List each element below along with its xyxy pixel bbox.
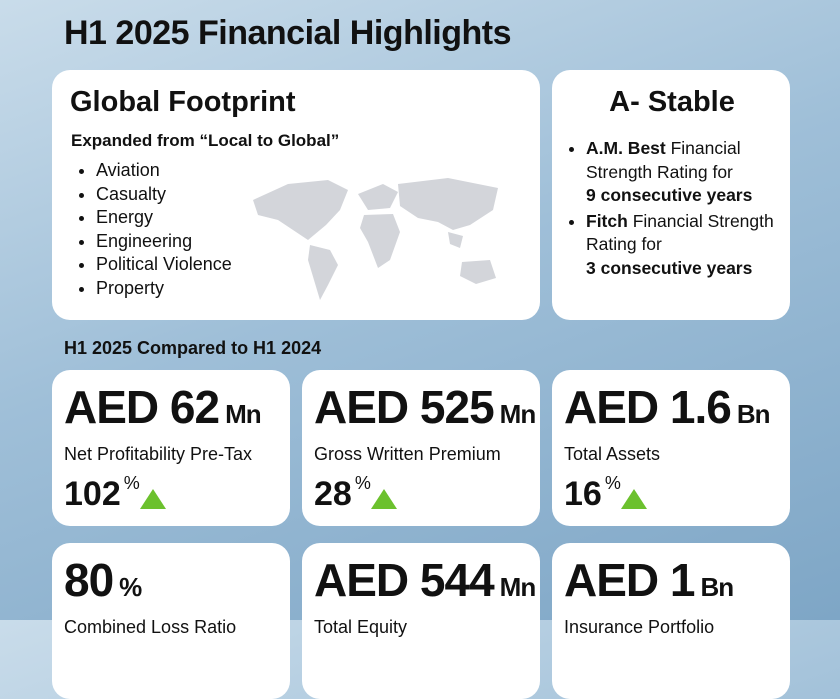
metric-value-row: AED 1.6 Bn [564, 380, 778, 434]
years: 9 consecutive years [586, 185, 753, 205]
metric-unit: Bn [736, 399, 771, 429]
metric-value-row: 80% [64, 553, 278, 607]
change-value: 102 [64, 475, 121, 513]
arrow-shape [620, 489, 647, 509]
metric-value: 80 [64, 554, 114, 606]
rating-card: A- Stable A.M. Best Financial Strength R… [552, 70, 790, 320]
metric-change: 28% [314, 473, 528, 514]
metric-change: 102% [64, 473, 278, 514]
metric-card: AED 1 Bn Insurance Portfolio [552, 543, 790, 699]
metric-unit: Mn [499, 399, 537, 429]
metric-label: Net Profitability Pre-Tax [64, 444, 253, 464]
card-title: Global Footprint [70, 86, 296, 118]
metric-change: 16% [564, 473, 778, 514]
metric-unit: Mn [499, 572, 537, 602]
metric-value-row: AED 544 Mn [314, 553, 536, 607]
metric-label: Total Assets [564, 444, 661, 464]
change-unit: % [354, 473, 371, 493]
metric-value-row: AED 525 Mn [314, 380, 536, 434]
up-arrow [139, 489, 166, 509]
page: H1 2025 Financial Highlights Global Foot… [0, 0, 840, 620]
metric-value-row: AED 1 Bn [564, 553, 778, 607]
rating-text: Financial Strength Rating for [586, 210, 774, 255]
page-title: H1 2025 Financial Highlights [64, 14, 512, 52]
metric-label: Gross Written Premium [314, 444, 501, 464]
change-unit: % [604, 473, 621, 493]
metric-card: AED 544 Mn Total Equity [302, 543, 540, 699]
footprint-card: Global Footprint Expanded from “Local to… [52, 70, 540, 320]
metric-value: AED 525 [314, 381, 495, 433]
metric-value: AED 544 [314, 554, 495, 606]
line-item: Engineering [96, 230, 522, 254]
metric-unit: Bn [700, 572, 734, 602]
change-value: 16 [564, 475, 602, 513]
line-item: Energy [96, 206, 522, 230]
line-item: Political Violence [96, 253, 522, 277]
change-value: 28 [314, 475, 352, 513]
metric-card: 80% Combined Loss Ratio [52, 543, 290, 699]
card-subtitle: Expanded from “Local to Global” [71, 131, 340, 150]
line-item: Aviation [96, 159, 522, 183]
up-arrow [370, 489, 397, 509]
change-unit: % [123, 473, 140, 493]
line-item: Property [96, 277, 522, 301]
rating-text: Financial Strength Rating for [586, 138, 741, 182]
agency: A.M. Best [586, 138, 666, 158]
metric-value: AED 1.6 [564, 381, 732, 433]
agency: Fitch [586, 210, 628, 231]
metric-card: AED 1.6 Bn Total Assets 16% [552, 370, 790, 526]
metric-value: AED 62 [64, 381, 220, 433]
up-arrow [620, 489, 647, 509]
line-item: Casualty [96, 183, 522, 207]
metric-unit: Mn [225, 399, 262, 429]
metric-value: AED 1 [564, 554, 695, 606]
metric-label: Combined Loss Ratio [64, 617, 237, 637]
arrow-shape [370, 489, 397, 509]
metric-label: Total Equity [314, 617, 408, 637]
arrow-shape [139, 489, 166, 509]
metric-value-row: AED 62 Mn [64, 380, 278, 434]
metric-card: AED 525 Mn Gross Written Premium 28% [302, 370, 540, 526]
metric-card: AED 62 Mn Net Profitability Pre-Tax 102% [52, 370, 290, 526]
rating-item: A.M. Best Financial Strength Rating for 9… [586, 137, 776, 208]
metric-unit: % [119, 572, 142, 602]
rating-list: A.M. Best Financial Strength Rating for 9… [568, 137, 776, 280]
world-map [253, 178, 498, 300]
metric-label: Insurance Portfolio [564, 617, 715, 637]
line-list: AviationCasualtyEnergyEngineeringPolitic… [70, 159, 522, 300]
card-title: A- Stable [609, 86, 735, 118]
years: 3 consecutive years [586, 257, 753, 278]
section-title: H1 2025 Compared to H1 2024 [64, 338, 322, 358]
